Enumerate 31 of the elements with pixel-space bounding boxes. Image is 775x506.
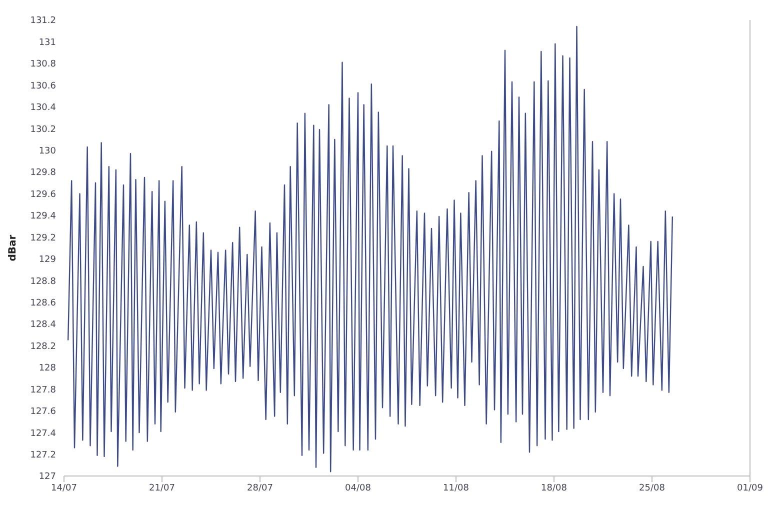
- y-tick-label: 129.4: [30, 212, 56, 222]
- x-tick-label: 21/07: [149, 483, 175, 494]
- x-tick-label: 11/08: [443, 483, 470, 494]
- x-tick-label: 18/08: [541, 483, 568, 494]
- y-tick-label: 130.2: [30, 124, 56, 135]
- y-tick-label: 127.6: [30, 407, 56, 418]
- y-tick-label: 128.8: [30, 276, 56, 287]
- x-tick-label: 28/07: [247, 483, 273, 494]
- y-tick-label: 129.8: [30, 168, 56, 178]
- y-tick-label: 131.2: [30, 16, 56, 26]
- y-tick-label: 127.2: [30, 450, 56, 460]
- y-tick-label: 127.4: [30, 428, 56, 439]
- y-tick-label: 129.6: [30, 190, 56, 200]
- y-tick-label: 129: [38, 255, 56, 266]
- y-tick-label: 128.6: [30, 298, 56, 308]
- y-tick-label: 128: [38, 364, 56, 374]
- x-tick-label: 04/08: [345, 483, 372, 494]
- y-tick-label: 130: [38, 146, 56, 156]
- x-tick-label: 25/08: [639, 483, 666, 494]
- y-tick-label: 131: [38, 38, 56, 48]
- y-tick-label: 130.6: [30, 81, 56, 92]
- y-axis-title: dBar: [8, 234, 19, 262]
- y-tick-label: 128.4: [30, 320, 56, 330]
- y-tick-label: 130.4: [30, 103, 56, 114]
- y-tick-label: 128.2: [30, 342, 56, 352]
- y-tick-label: 129.2: [30, 233, 56, 244]
- y-tick-label: 127.8: [30, 385, 56, 396]
- y-tick-label: 130.8: [30, 60, 56, 70]
- x-tick-label: 14/07: [51, 483, 77, 494]
- x-tick-label: 01/09: [737, 483, 764, 494]
- y-tick-label: 127: [38, 472, 56, 482]
